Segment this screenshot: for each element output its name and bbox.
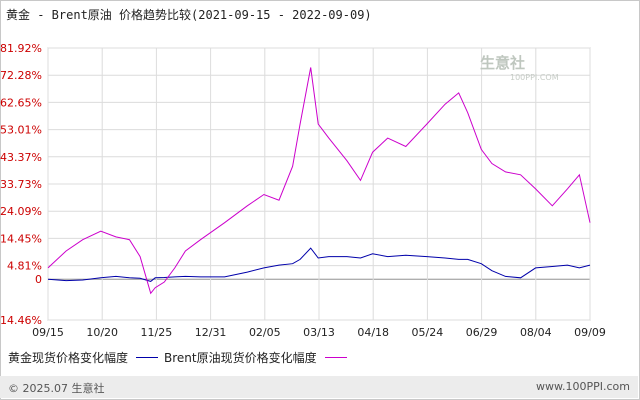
y-tick-label: 33.73%	[0, 178, 42, 191]
y-tick-label: 72.28%	[0, 69, 42, 82]
x-tick-label: 08/04	[520, 326, 552, 339]
y-tick-label: 43.37%	[0, 151, 42, 164]
legend-label-brent: Brent原油现货价格变化幅度	[164, 351, 317, 365]
x-tick-label: 12/31	[195, 326, 227, 339]
legend-item-brent: Brent原油现货价格变化幅度	[164, 349, 347, 366]
legend: 黄金现货价格变化幅度 Brent原油现货价格变化幅度	[8, 349, 353, 366]
x-tick-label: 11/25	[141, 326, 173, 339]
watermark: 生意社 100PPI.COM	[480, 52, 559, 82]
x-tick-label: 09/15	[32, 326, 64, 339]
legend-label-gold: 黄金现货价格变化幅度	[8, 351, 129, 365]
y-tick-label: -14.46%	[0, 314, 42, 327]
x-tick-label: 10/20	[86, 326, 118, 339]
x-tick-label: 04/18	[357, 326, 389, 339]
y-tick-label: 14.45%	[0, 232, 42, 245]
y-tick-label: 4.81%	[7, 260, 42, 273]
x-tick-label: 06/29	[466, 326, 498, 339]
series-line-gold	[47, 247, 591, 282]
y-tick-label: 24.09%	[0, 205, 42, 218]
watermark-name: 生意社	[480, 54, 526, 72]
x-tick-label: 09/09	[574, 326, 606, 339]
x-tick-label: 03/13	[303, 326, 335, 339]
legend-swatch-brent	[324, 357, 347, 358]
legend-swatch-gold	[136, 357, 159, 358]
footer: © 2025.07 生意社 www.100PPI.com	[0, 376, 638, 398]
y-tick-label: 53.01%	[0, 124, 42, 137]
x-tick-label: 05/24	[412, 326, 444, 339]
chart-title: 黄金 - Brent原油 价格趋势比较(2021-09-15 - 2022-09…	[6, 8, 372, 22]
y-tick-label: 62.65%	[0, 96, 42, 109]
legend-item-gold: 黄金现货价格变化幅度	[8, 349, 159, 366]
series-line-brent	[47, 67, 591, 295]
y-tick-label: 81.92%	[0, 42, 42, 55]
footer-site-link[interactable]: www.100PPI.com	[536, 380, 630, 393]
x-tick-label: 02/05	[249, 326, 281, 339]
watermark-site: 100PPI.COM	[510, 73, 559, 82]
footer-copyright: © 2025.07 生意社	[8, 382, 105, 395]
y-tick-label: 0	[35, 273, 42, 286]
